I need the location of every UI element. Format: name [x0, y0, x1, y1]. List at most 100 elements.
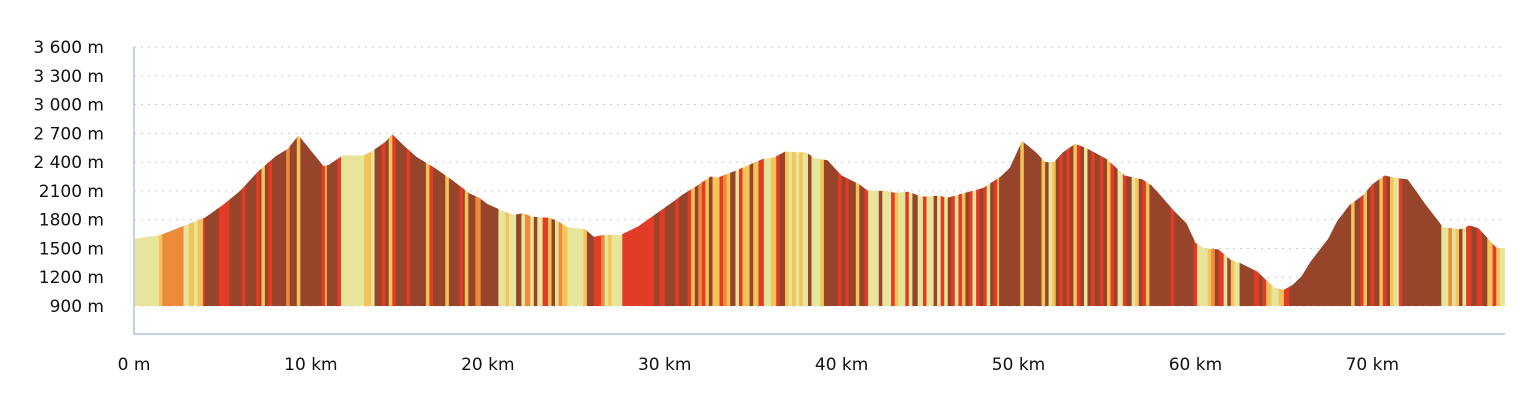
slope-segment-steep: [321, 134, 326, 306]
slope-segment-steep: [758, 134, 765, 306]
slope-segment-very-steep: [1149, 134, 1171, 306]
slope-segment-steep: [864, 134, 869, 306]
slope-segment-gentle: [425, 134, 430, 306]
slope-segment-flat: [134, 134, 160, 306]
slope-segment-steep: [940, 134, 945, 306]
slope-segment-flat: [1234, 134, 1240, 306]
slope-segment-gentle: [364, 134, 372, 306]
y-tick-label: 3 000 m: [33, 96, 104, 116]
slope-segment-flat: [341, 134, 365, 306]
slope-segment-very-steep: [749, 134, 754, 306]
slope-segment-very-steep: [912, 134, 919, 306]
slope-segment-steep: [969, 134, 973, 306]
slope-segment-flat: [1499, 134, 1505, 306]
x-tick-label: 30 km: [638, 355, 691, 375]
slope-segment-flat: [788, 134, 793, 306]
y-tick-label: 1200 m: [39, 268, 104, 288]
slope-segment-flat: [521, 134, 526, 306]
slope-segment-very-steep: [678, 134, 689, 306]
slope-segment-flat: [604, 134, 609, 306]
y-tick-label: 900 m: [50, 297, 104, 317]
slope-segment-gentle: [1390, 134, 1394, 306]
slope-segment-very-steep: [1055, 134, 1060, 306]
slope-segment-very-steep: [859, 134, 865, 306]
slope-segment-gentle: [1496, 134, 1501, 306]
slope-segment-gentle: [1363, 134, 1368, 306]
slope-segment-flat: [611, 134, 623, 306]
slope-segment-steep: [1193, 134, 1198, 306]
y-tick-label: 1800 m: [39, 211, 104, 231]
slope-segment-flat: [1451, 134, 1456, 306]
slope-segment-very-steep: [1087, 134, 1092, 306]
slope-segment-flat: [1084, 134, 1088, 306]
slope-segment-very-steep: [933, 134, 938, 306]
slope-segment-moderate: [525, 134, 531, 306]
slope-segment-gentle: [388, 134, 393, 306]
slope-segment-very-steep: [1482, 134, 1488, 306]
slope-segment-gentle: [1379, 134, 1384, 306]
slope-segment-steep: [1110, 134, 1115, 306]
slope-segment-flat: [371, 134, 375, 306]
slope-segment-moderate: [1448, 134, 1453, 306]
slope-segment-very-steep: [654, 134, 660, 306]
slope-segment-steep: [701, 134, 706, 306]
slope-segment-very-steep: [1114, 134, 1118, 306]
slope-segment-very-steep: [1402, 134, 1442, 306]
slope-segment-very-steep: [1227, 134, 1232, 306]
slope-segment-steep: [993, 134, 998, 306]
slope-segment-very-steep: [1023, 134, 1042, 306]
slope-segment-steep: [1091, 134, 1095, 306]
slope-segment-very-steep: [551, 134, 556, 306]
slope-segment-gentle: [608, 134, 612, 306]
slope-segment-gentle: [753, 134, 759, 306]
slope-segment-steep: [268, 134, 273, 306]
slope-segment-very-steep: [326, 134, 338, 306]
slope-segment-gentle: [325, 134, 328, 306]
slope-segment-very-steep: [1069, 134, 1074, 306]
slope-segment-moderate: [162, 134, 184, 306]
slope-segment-gentle: [726, 134, 731, 306]
slope-segment-gentle: [1487, 134, 1493, 306]
slope-segment-steep: [1359, 134, 1364, 306]
x-tick-label: 40 km: [815, 355, 868, 375]
slope-segment-flat: [1223, 134, 1228, 306]
slope-segment-gentle: [855, 134, 860, 306]
slope-segment-gentle: [712, 134, 720, 306]
slope-segment-very-steep: [300, 134, 322, 306]
slope-segment-very-steep: [1062, 134, 1067, 306]
slope-segment-steep: [459, 134, 464, 306]
slope-segment-gentle: [505, 134, 510, 306]
slope-segment-steep: [406, 134, 411, 306]
slope-segment-steep: [983, 134, 987, 306]
slope-segment-flat: [937, 134, 941, 306]
slope-segment-flat: [1131, 134, 1136, 306]
slope-segment-very-steep: [848, 134, 857, 306]
y-tick-label: 3 600 m: [33, 38, 104, 58]
slope-segment-very-steep: [1374, 134, 1380, 306]
slope-segment-flat: [530, 134, 535, 306]
slope-segment-very-steep: [947, 134, 952, 306]
slope-segment-flat: [183, 134, 190, 306]
slope-segment-steep: [1466, 134, 1472, 306]
slope-segment-steep: [845, 134, 850, 306]
slope-segment-steep: [905, 134, 910, 306]
slope-segment-steep: [241, 134, 246, 306]
slope-segment-very-steep: [1103, 134, 1108, 306]
x-tick-label: 0 m: [118, 355, 151, 375]
slope-segment-steep: [622, 134, 655, 306]
slope-segment-gentle: [1278, 134, 1285, 306]
slope-segment-very-steep: [272, 134, 287, 306]
slope-segment-steep: [1066, 134, 1071, 306]
slope-segment-flat: [1197, 134, 1209, 306]
slope-segment-very-steep: [204, 134, 220, 306]
slope-segment-very-steep: [694, 134, 699, 306]
slope-segment-steep: [392, 134, 397, 306]
slope-segment-steep: [256, 134, 260, 306]
slope-segment-very-steep: [965, 134, 970, 306]
slope-segment-very-steep: [1214, 134, 1219, 306]
slope-segment-very-steep: [1239, 134, 1255, 306]
slope-segment-steep: [429, 134, 434, 306]
slope-segment-gentle: [1073, 134, 1078, 306]
slope-segment-gentle: [464, 134, 469, 306]
slope-segment-flat: [498, 134, 506, 306]
